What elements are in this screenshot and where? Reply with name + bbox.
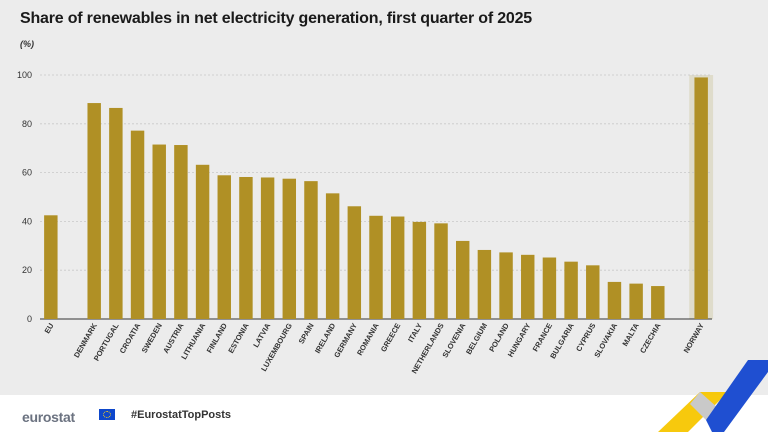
bar-belgium: [477, 249, 492, 319]
bar-hungary: [521, 254, 535, 319]
y-tick-label: 20: [22, 265, 32, 275]
bar-czechia: [651, 286, 665, 319]
bar-italy: [412, 221, 427, 319]
bar-austria: [174, 145, 188, 319]
y-tick-label: 60: [22, 168, 32, 178]
bar-finland: [217, 175, 231, 319]
bar-denmark: [87, 103, 101, 319]
bar-ireland: [325, 193, 340, 319]
bar-norway: [694, 77, 708, 319]
bar-latvia: [260, 177, 275, 319]
y-tick-label: 80: [22, 119, 32, 129]
bar-malta: [629, 283, 643, 319]
y-tick-label: 40: [22, 216, 32, 226]
chart-unit-label: (%): [20, 39, 34, 49]
bar-greece: [390, 216, 405, 319]
bar-france: [542, 257, 557, 319]
bar-luxembourg: [282, 178, 297, 319]
bar-eu: [44, 215, 58, 319]
bar-portugal: [109, 107, 123, 319]
bar-slovakia: [607, 281, 622, 319]
eurostat-logo: eurostat: [22, 409, 75, 425]
bar-croatia: [130, 130, 145, 319]
bar-netherlands: [434, 223, 448, 319]
bar-slovenia: [455, 240, 470, 319]
chart-title: Share of renewables in net electricity g…: [20, 10, 532, 27]
bar-cyprus: [586, 265, 600, 319]
hashtag-label: #EurostatTopPosts: [131, 409, 232, 421]
bar-germany: [347, 206, 362, 319]
y-tick-label: 0: [27, 314, 32, 324]
bar-romania: [369, 215, 383, 319]
eu-flag-icon: [99, 409, 115, 420]
bar-spain: [304, 181, 318, 319]
y-tick-label: 100: [17, 70, 32, 80]
bar-lithuania: [195, 164, 210, 319]
footer-bar: [0, 395, 768, 432]
bar-estonia: [239, 176, 253, 319]
bar-poland: [499, 252, 513, 319]
bar-bulgaria: [564, 261, 578, 319]
bar-sweden: [152, 144, 166, 319]
